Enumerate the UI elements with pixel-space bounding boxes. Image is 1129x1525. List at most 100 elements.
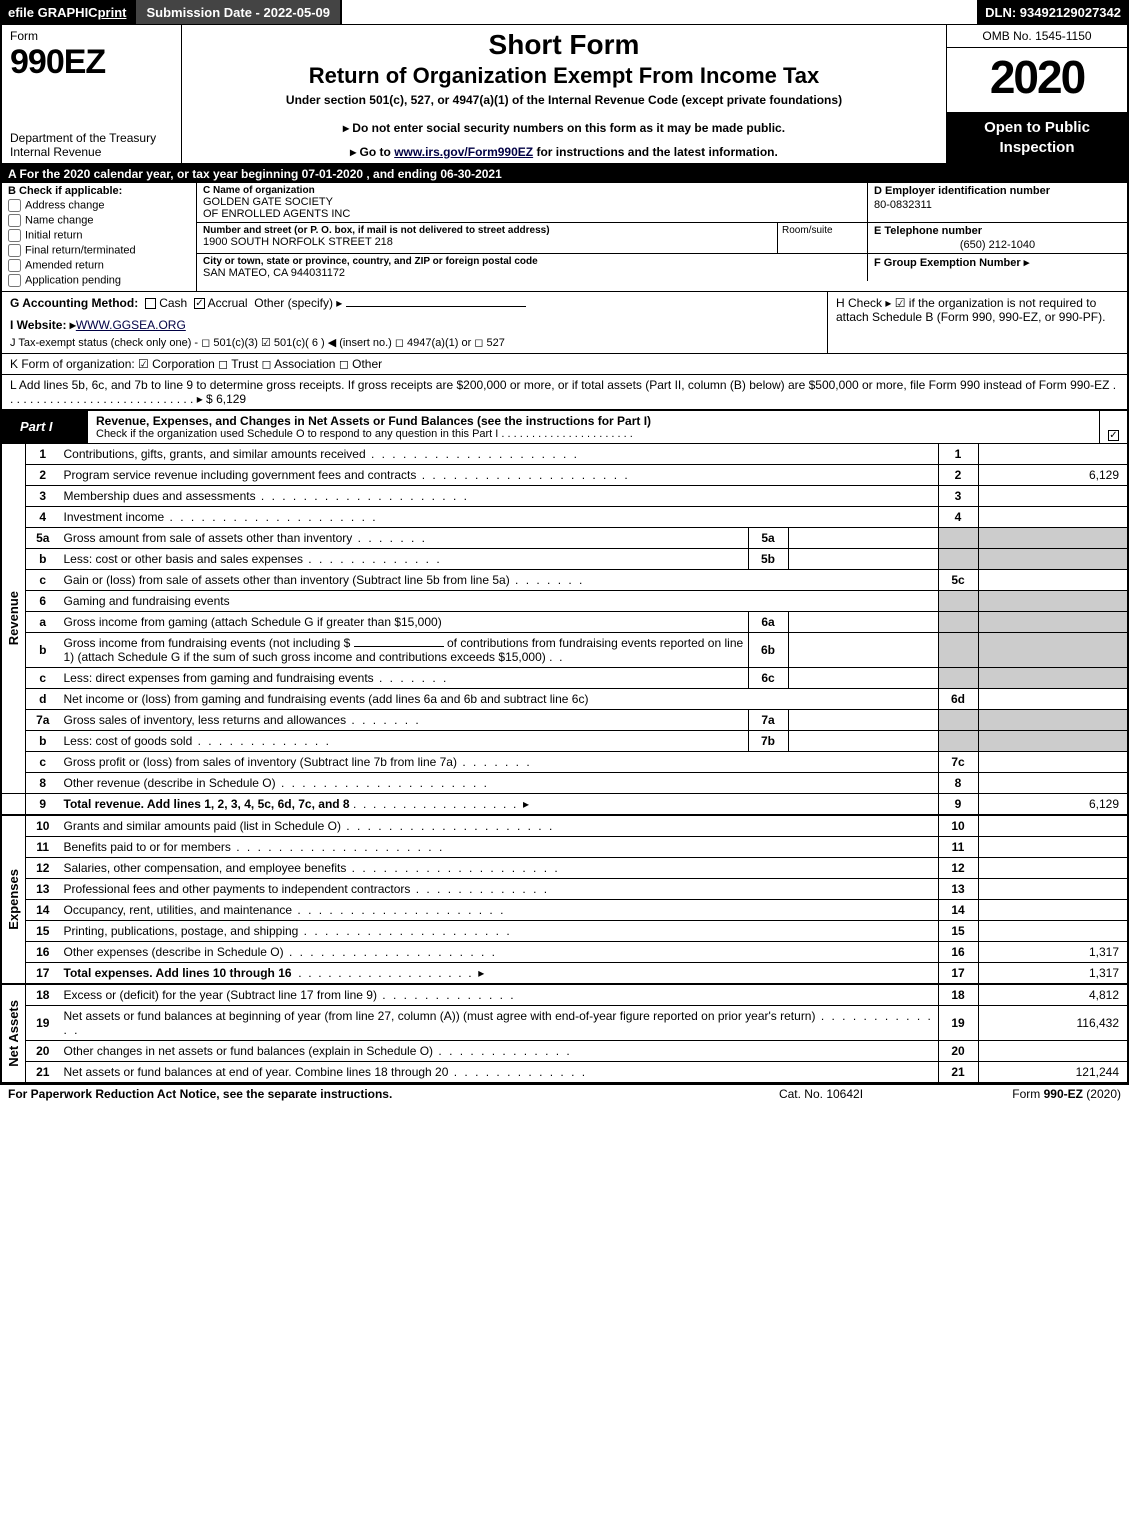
side-netassets-lbl: Net Assets xyxy=(6,1000,21,1067)
r6b-blank[interactable] xyxy=(354,646,444,647)
ln-ref xyxy=(938,668,978,689)
ln-desc: Other revenue (describe in Schedule O) xyxy=(60,773,939,794)
ln-ref xyxy=(938,633,978,668)
chk-name-change[interactable] xyxy=(8,214,21,227)
ln-val xyxy=(978,549,1128,570)
chk-accrual[interactable]: ✓ xyxy=(194,298,205,309)
line-h: H Check ▸ ☑ if the organization is not r… xyxy=(827,292,1127,353)
ln-val xyxy=(978,570,1128,591)
lbl-other: Other (specify) ▸ xyxy=(254,296,342,310)
other-blank[interactable] xyxy=(346,306,526,307)
irs-link[interactable]: www.irs.gov/Form990EZ xyxy=(394,145,533,159)
ln-num: c xyxy=(26,752,60,773)
ln-num: c xyxy=(26,668,60,689)
table-row: 16 Other expenses (describe in Schedule … xyxy=(1,942,1128,963)
ln-num: 16 xyxy=(26,942,60,963)
footer-r-pre: Form xyxy=(1012,1087,1043,1101)
box-b: B Check if applicable: Address change Na… xyxy=(2,183,197,291)
line-j: J Tax-exempt status (check only one) - ◻… xyxy=(10,336,819,349)
part1-check: ✓ xyxy=(1099,410,1127,443)
ln-ref: 21 xyxy=(938,1062,978,1084)
table-row: c Less: direct expenses from gaming and … xyxy=(1,668,1128,689)
ln-num: 3 xyxy=(26,486,60,507)
header-right: OMB No. 1545-1150 2020 Open to Public In… xyxy=(947,25,1127,163)
ln-val xyxy=(978,444,1128,465)
part1-checkbox[interactable]: ✓ xyxy=(1108,430,1119,441)
footer-r-bold: 990-EZ xyxy=(1044,1087,1083,1101)
tax-year: 2020 xyxy=(947,48,1127,112)
chk-amended-return[interactable] xyxy=(8,259,21,272)
ln-num: b xyxy=(26,731,60,752)
table-row: 14 Occupancy, rent, utilities, and maint… xyxy=(1,900,1128,921)
footer: For Paperwork Reduction Act Notice, see … xyxy=(0,1084,1129,1101)
ln-ref xyxy=(938,710,978,731)
lbl-org-name: C Name of organization xyxy=(203,185,861,196)
chk-application-pending[interactable] xyxy=(8,274,21,287)
ln-num: 20 xyxy=(26,1041,60,1062)
val-ein: 80-0832311 xyxy=(874,199,1121,211)
website-link[interactable]: WWW.GGSEA.ORG xyxy=(76,318,186,332)
ln-desc: Gain or (loss) from sale of assets other… xyxy=(60,570,939,591)
open-to-public: Open to Public Inspection xyxy=(947,112,1127,163)
table-row: Revenue 1 Contributions, gifts, grants, … xyxy=(1,444,1128,465)
gh-left: G Accounting Method: Cash ✓ Accrual Othe… xyxy=(2,292,827,353)
i-pre: I Website: ▸ xyxy=(10,318,76,332)
table-row: d Net income or (loss) from gaming and f… xyxy=(1,689,1128,710)
footer-right: Form 990-EZ (2020) xyxy=(921,1087,1121,1101)
ln-desc: Gross amount from sale of assets other t… xyxy=(60,528,749,549)
table-row: a Gross income from gaming (attach Sched… xyxy=(1,612,1128,633)
ln-desc: Gross sales of inventory, less returns a… xyxy=(60,710,749,731)
box-f: F Group Exemption Number ▸ xyxy=(867,254,1127,281)
box-c-addr: Number and street (or P. O. box, if mail… xyxy=(197,223,777,253)
lines-table: Revenue 1 Contributions, gifts, grants, … xyxy=(0,444,1129,1084)
line-a: A For the 2020 calendar year, or tax yea… xyxy=(0,165,1129,183)
print-link[interactable]: print xyxy=(98,5,127,20)
val-addr: 1900 SOUTH NORFOLK STREET 218 xyxy=(203,236,771,248)
ln-num: 6 xyxy=(26,591,60,612)
sub-val xyxy=(788,528,938,549)
ln-num: 15 xyxy=(26,921,60,942)
ln-ref xyxy=(938,549,978,570)
ln-val xyxy=(978,900,1128,921)
ln-val xyxy=(978,731,1128,752)
chk-final-return[interactable] xyxy=(8,244,21,257)
box-c-wrap: C Name of organization GOLDEN GATE SOCIE… xyxy=(197,183,1127,291)
lbl-accrual: Accrual xyxy=(208,296,248,310)
line-i: I Website: ▸WWW.GGSEA.ORG xyxy=(10,318,819,332)
chk-address-change[interactable] xyxy=(8,199,21,212)
dept-treasury: Department of the Treasury xyxy=(10,131,173,145)
topbar-dln: DLN: 93492129027342 xyxy=(977,0,1129,24)
side-expenses-lbl: Expenses xyxy=(6,869,21,930)
table-row: 15 Printing, publications, postage, and … xyxy=(1,921,1128,942)
ln-desc: Net assets or fund balances at beginning… xyxy=(60,1006,939,1041)
ln-desc: Occupancy, rent, utilities, and maintena… xyxy=(60,900,939,921)
footer-r-post: (2020) xyxy=(1083,1087,1121,1101)
ln-ref: 19 xyxy=(938,1006,978,1041)
part1-title-text: Revenue, Expenses, and Changes in Net As… xyxy=(96,414,651,428)
note-ssn: ▸ Do not enter social security numbers o… xyxy=(192,121,936,135)
ln-val xyxy=(978,528,1128,549)
ln-val: 4,812 xyxy=(978,984,1128,1006)
ln-ref: 9 xyxy=(938,794,978,816)
footer-center: Cat. No. 10642I xyxy=(721,1087,921,1101)
ln-val: 6,129 xyxy=(978,465,1128,486)
ln-desc: Gaming and fundraising events xyxy=(60,591,939,612)
table-row: 6 Gaming and fundraising events xyxy=(1,591,1128,612)
title-return: Return of Organization Exempt From Incom… xyxy=(192,63,936,89)
section-a: B Check if applicable: Address change Na… xyxy=(0,183,1129,292)
val-city: SAN MATEO, CA 944031172 xyxy=(203,267,861,279)
ln-val xyxy=(978,858,1128,879)
ln-num: 8 xyxy=(26,773,60,794)
ln-val xyxy=(978,507,1128,528)
table-row: c Gain or (loss) from sale of assets oth… xyxy=(1,570,1128,591)
topbar-submission: Submission Date - 2022-05-09 xyxy=(134,0,342,24)
chk-initial-return[interactable] xyxy=(8,229,21,242)
topbar: efile GRAPHIC print Submission Date - 20… xyxy=(0,0,1129,24)
ln-val xyxy=(978,689,1128,710)
chk-cash[interactable] xyxy=(145,298,156,309)
ln-num: 10 xyxy=(26,815,60,837)
ln-val: 1,317 xyxy=(978,942,1128,963)
ln-num: 7a xyxy=(26,710,60,731)
sub-val xyxy=(788,612,938,633)
ln-num: 19 xyxy=(26,1006,60,1041)
